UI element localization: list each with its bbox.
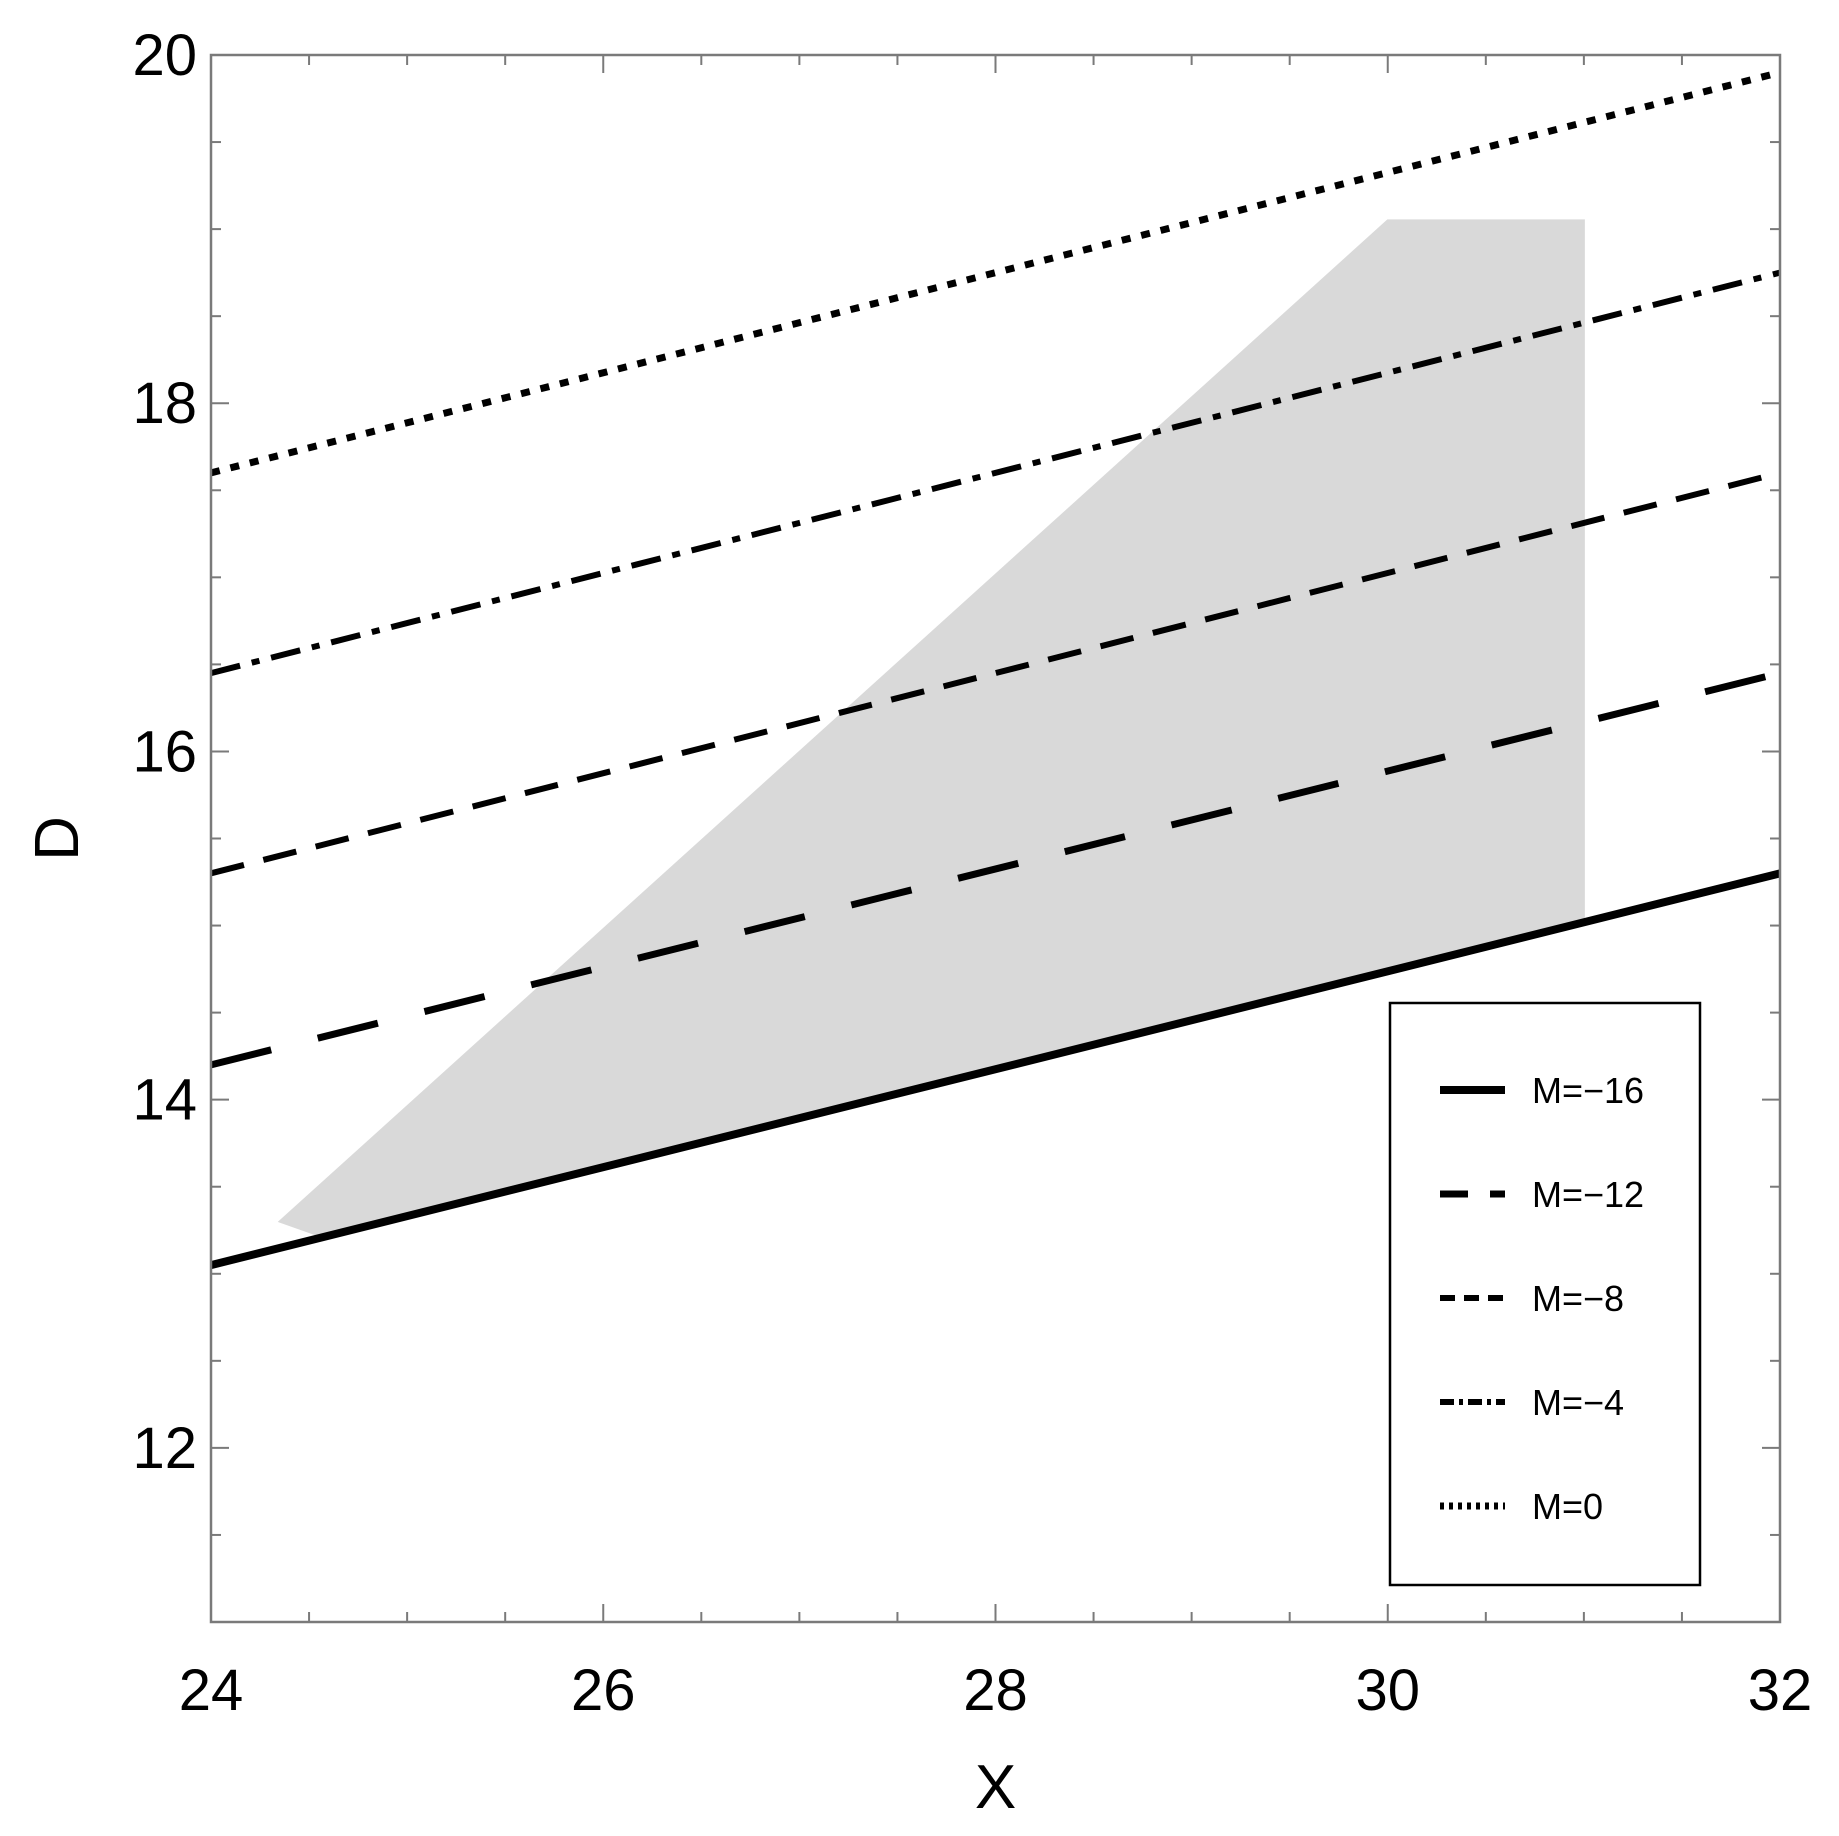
x-tick-label: 28	[963, 1658, 1028, 1723]
legend: M=−16 M=−12 M=−8 M=−4 M=0	[1388, 1001, 1702, 1587]
x-tick-label: 32	[1748, 1658, 1813, 1723]
legend-label-1: M=−12	[1532, 1174, 1644, 1215]
legend-label-0: M=−16	[1532, 1070, 1644, 1111]
y-tick-label: 14	[132, 1068, 197, 1133]
x-tick-label: 30	[1355, 1658, 1420, 1723]
y-tick-label: 16	[132, 719, 197, 784]
ticks-layer: 24 26 28 30 32 12 14 16 18 20	[132, 23, 1812, 1723]
x-tick-label: 24	[179, 1658, 244, 1723]
y-axis-label: D	[23, 816, 92, 861]
y-tick-label: 12	[132, 1416, 197, 1481]
legend-label-4: M=0	[1532, 1486, 1603, 1527]
y-tick-label: 18	[132, 371, 197, 436]
shaded-region-layer	[277, 219, 1585, 1237]
legend-label-2: M=−8	[1532, 1278, 1624, 1319]
series-line-0	[210, 869, 1781, 1269]
y-tick-label: 20	[132, 23, 197, 88]
x-axis-label: X	[975, 1753, 1016, 1822]
series-layer	[210, 69, 1781, 1269]
legend-box	[1388, 1001, 1702, 1587]
x-tick-label: 26	[571, 1658, 636, 1723]
series-line-1	[210, 669, 1781, 1069]
shaded-region	[277, 219, 1585, 1237]
series-line-3	[210, 269, 1781, 677]
legend-label-3: M=−4	[1532, 1382, 1624, 1423]
